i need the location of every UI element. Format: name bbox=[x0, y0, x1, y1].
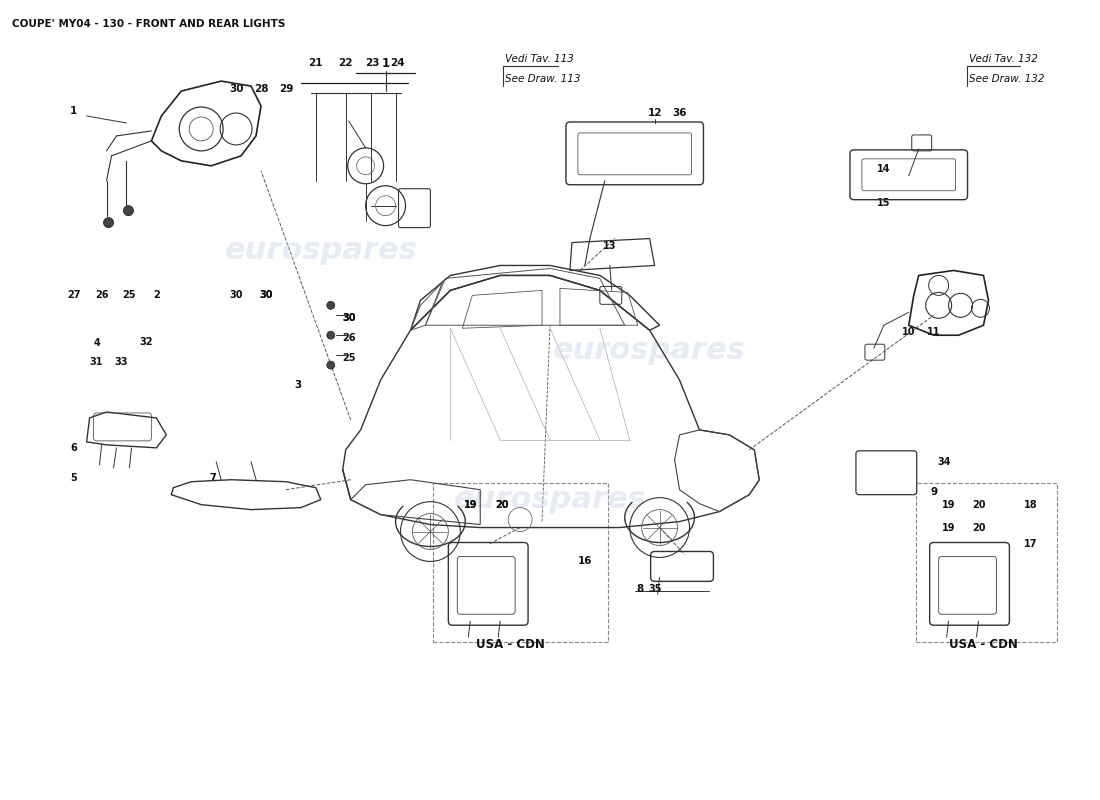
Circle shape bbox=[123, 206, 133, 216]
Text: Vedi Tav. 132: Vedi Tav. 132 bbox=[968, 54, 1037, 64]
Text: 30: 30 bbox=[229, 84, 243, 94]
Text: 5: 5 bbox=[70, 473, 77, 482]
Text: 3: 3 bbox=[295, 380, 301, 390]
Text: 17: 17 bbox=[1024, 539, 1037, 550]
Text: See Draw. 132: See Draw. 132 bbox=[968, 74, 1044, 84]
Text: 9: 9 bbox=[931, 486, 937, 497]
Text: 23: 23 bbox=[365, 58, 380, 68]
Text: 22: 22 bbox=[339, 58, 353, 68]
Text: eurospares: eurospares bbox=[553, 336, 746, 365]
Text: 15: 15 bbox=[877, 198, 891, 208]
Text: 33: 33 bbox=[114, 357, 129, 367]
Text: 13: 13 bbox=[603, 241, 616, 250]
Text: 19: 19 bbox=[942, 522, 956, 533]
Circle shape bbox=[327, 331, 334, 339]
Text: 20: 20 bbox=[495, 500, 509, 510]
Text: 25: 25 bbox=[123, 290, 136, 300]
Circle shape bbox=[327, 361, 334, 369]
Text: 4: 4 bbox=[94, 338, 100, 348]
Text: 19: 19 bbox=[463, 500, 477, 510]
Text: 30: 30 bbox=[260, 290, 273, 300]
Text: USA - CDN: USA - CDN bbox=[949, 638, 1018, 650]
Circle shape bbox=[327, 302, 334, 310]
Text: COUPE' MY04 - 130 - FRONT AND REAR LIGHTS: COUPE' MY04 - 130 - FRONT AND REAR LIGHT… bbox=[12, 19, 285, 30]
Text: 26: 26 bbox=[342, 334, 355, 343]
Text: 2: 2 bbox=[153, 290, 159, 300]
Text: 35: 35 bbox=[648, 584, 661, 594]
Text: 18: 18 bbox=[1023, 500, 1037, 510]
Text: USA - CDN: USA - CDN bbox=[475, 638, 544, 650]
Text: 1: 1 bbox=[382, 57, 389, 70]
Text: 20: 20 bbox=[495, 500, 509, 510]
Text: See Draw. 113: See Draw. 113 bbox=[505, 74, 581, 84]
Circle shape bbox=[103, 218, 113, 228]
Text: 24: 24 bbox=[390, 58, 405, 68]
Text: 11: 11 bbox=[927, 327, 940, 338]
Text: 19: 19 bbox=[463, 500, 477, 510]
Text: 12: 12 bbox=[648, 108, 662, 118]
Text: 31: 31 bbox=[90, 357, 103, 367]
Text: 21: 21 bbox=[309, 58, 323, 68]
Text: 8: 8 bbox=[636, 584, 644, 594]
Text: Vedi Tav. 113: Vedi Tav. 113 bbox=[505, 54, 574, 64]
Text: 14: 14 bbox=[877, 164, 891, 174]
Text: 16: 16 bbox=[578, 557, 592, 566]
Text: 36: 36 bbox=[672, 108, 686, 118]
Text: 26: 26 bbox=[95, 290, 108, 300]
Text: 6: 6 bbox=[70, 443, 77, 453]
Text: 28: 28 bbox=[254, 84, 268, 94]
Text: 30: 30 bbox=[342, 314, 355, 323]
Text: 32: 32 bbox=[140, 338, 153, 347]
Text: 25: 25 bbox=[342, 353, 355, 363]
Text: 1: 1 bbox=[70, 106, 77, 116]
Text: 7: 7 bbox=[210, 473, 217, 482]
Text: 29: 29 bbox=[278, 84, 293, 94]
Text: 30: 30 bbox=[260, 290, 273, 300]
Text: 10: 10 bbox=[902, 327, 915, 338]
Text: 30: 30 bbox=[229, 290, 243, 300]
Text: 34: 34 bbox=[937, 457, 950, 466]
Text: 20: 20 bbox=[971, 522, 986, 533]
Text: 20: 20 bbox=[971, 500, 986, 510]
Text: 30: 30 bbox=[342, 314, 355, 323]
Text: eurospares: eurospares bbox=[224, 236, 417, 265]
Text: 19: 19 bbox=[942, 500, 956, 510]
Text: 27: 27 bbox=[67, 290, 80, 300]
Text: eurospares: eurospares bbox=[453, 485, 647, 514]
